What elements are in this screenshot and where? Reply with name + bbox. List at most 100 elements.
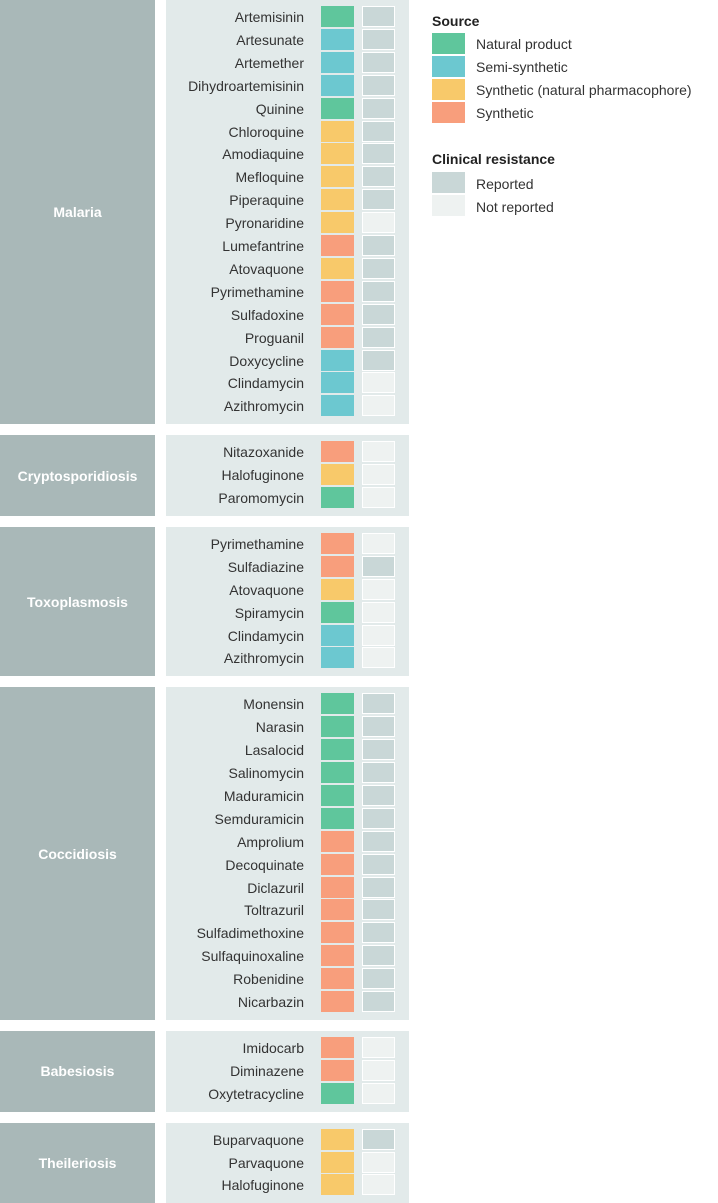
drug-name: Sulfadoxine xyxy=(230,306,304,323)
source-cell xyxy=(321,968,354,990)
drug-name: Nicarbazin xyxy=(237,994,304,1010)
resistance-cell xyxy=(362,762,395,783)
source-cell xyxy=(321,464,354,486)
drug-name: Sulfaquinoxaline xyxy=(201,948,304,965)
drug-name: Spiramycin xyxy=(234,604,304,621)
source-cell xyxy=(321,624,354,646)
drug-name: Narasin xyxy=(255,719,304,736)
source-cell xyxy=(321,830,354,852)
source-cell xyxy=(321,853,354,875)
drug-name: Toltrazuril xyxy=(244,902,304,919)
resistance-cell xyxy=(362,235,395,256)
drug-name: Paromomycin xyxy=(218,490,304,506)
source-cell xyxy=(321,716,354,738)
resistance-cell xyxy=(362,303,395,325)
source-cell xyxy=(321,395,354,417)
legend-label-synthetic: Synthetic xyxy=(476,105,534,121)
drug-name: Pyrimethamine xyxy=(210,283,304,300)
resistance-cell xyxy=(362,1036,395,1058)
resistance-cell xyxy=(362,739,395,761)
disease-block-toxoplasmosis xyxy=(0,526,155,677)
drug-name: Sulfadiazine xyxy=(227,558,304,575)
source-cell xyxy=(321,51,354,73)
legend-swatch-not-reported xyxy=(432,195,465,216)
resistance-cell xyxy=(362,212,395,234)
drug-name: Doxycycline xyxy=(229,352,304,369)
resistance-cell xyxy=(362,922,395,944)
resistance-cell xyxy=(362,784,395,806)
drug-name: Oxytetracycline xyxy=(208,1085,304,1102)
legend-label-reported: Reported xyxy=(476,176,534,192)
disease-label: Babesiosis xyxy=(40,1063,115,1080)
resistance-cell xyxy=(362,395,395,417)
drug-name: Clindamycin xyxy=(227,375,304,392)
source-cell xyxy=(321,991,354,1012)
source-cell xyxy=(321,166,354,188)
drug-name: Semduramicin xyxy=(214,810,304,827)
source-cell xyxy=(321,235,354,256)
source-cell xyxy=(321,326,354,348)
drug-name: Pyrimethamine xyxy=(210,535,304,552)
source-cell xyxy=(321,212,354,234)
resistance-cell xyxy=(362,1174,395,1196)
drug-name: Halofuginone xyxy=(221,1177,304,1194)
source-cell xyxy=(321,74,354,96)
resistance-cell xyxy=(362,945,395,967)
source-cell xyxy=(321,1036,354,1058)
drug-name: Halofuginone xyxy=(221,467,304,484)
drug-name: Azithromycin xyxy=(223,398,304,415)
legend-swatch-synthnat xyxy=(432,79,465,100)
source-cell xyxy=(321,739,354,761)
drug-name: Clindamycin xyxy=(227,627,304,644)
drug-name: Mefloquine xyxy=(235,169,305,186)
resistance-cell xyxy=(362,74,395,96)
resistance-cell xyxy=(362,372,395,394)
drug-name: Diclazuril xyxy=(247,879,304,896)
source-cell xyxy=(321,578,354,600)
source-cell xyxy=(321,532,354,554)
drug-name: Sulfadimethoxine xyxy=(196,925,304,942)
source-cell xyxy=(321,143,354,165)
drug-name: Diminazene xyxy=(230,1062,304,1079)
source-cell xyxy=(321,647,354,669)
resistance-cell xyxy=(362,991,395,1012)
drug-name: Chloroquine xyxy=(228,123,305,140)
drug-name: Artemether xyxy=(234,54,304,71)
drug-name: Pyronaridine xyxy=(225,215,304,232)
resistance-cell xyxy=(362,578,395,600)
source-cell xyxy=(321,945,354,967)
source-cell xyxy=(321,1059,354,1081)
drug-name: Nitazoxanide xyxy=(223,444,304,461)
resistance-cell xyxy=(362,532,395,554)
disease-label: Theileriosis xyxy=(38,1154,117,1171)
resistance-cell xyxy=(362,349,395,371)
source-cell xyxy=(321,372,354,394)
legend-swatch-semi xyxy=(432,56,465,77)
disease-block-cryptosporidiosis xyxy=(0,435,155,516)
source-cell xyxy=(321,876,354,898)
legend-resistance-title: Clinical resistance xyxy=(432,151,555,167)
legend-label-not-reported: Not reported xyxy=(476,199,554,215)
source-cell xyxy=(321,97,354,119)
resistance-cell xyxy=(362,441,395,463)
drug-name: Decoquinate xyxy=(225,856,304,873)
source-cell xyxy=(321,784,354,806)
drug-name: Amodiaquine xyxy=(222,146,304,163)
source-cell xyxy=(321,1151,354,1173)
source-cell xyxy=(321,189,354,211)
disease-label: Toxoplasmosis xyxy=(27,593,128,610)
source-cell xyxy=(321,555,354,577)
resistance-cell xyxy=(362,143,395,165)
resistance-cell xyxy=(362,166,395,188)
source-cell xyxy=(321,1128,354,1150)
resistance-cell xyxy=(362,968,395,990)
drug-name: Piperaquine xyxy=(229,192,304,209)
resistance-cell xyxy=(362,899,395,921)
disease-block-malaria xyxy=(0,0,155,425)
resistance-cell xyxy=(362,120,395,142)
drug-name: Lasalocid xyxy=(244,742,304,759)
resistance-cell xyxy=(362,601,395,623)
resistance-cell xyxy=(362,693,395,715)
source-cell xyxy=(321,1082,354,1104)
resistance-cell xyxy=(362,555,395,577)
